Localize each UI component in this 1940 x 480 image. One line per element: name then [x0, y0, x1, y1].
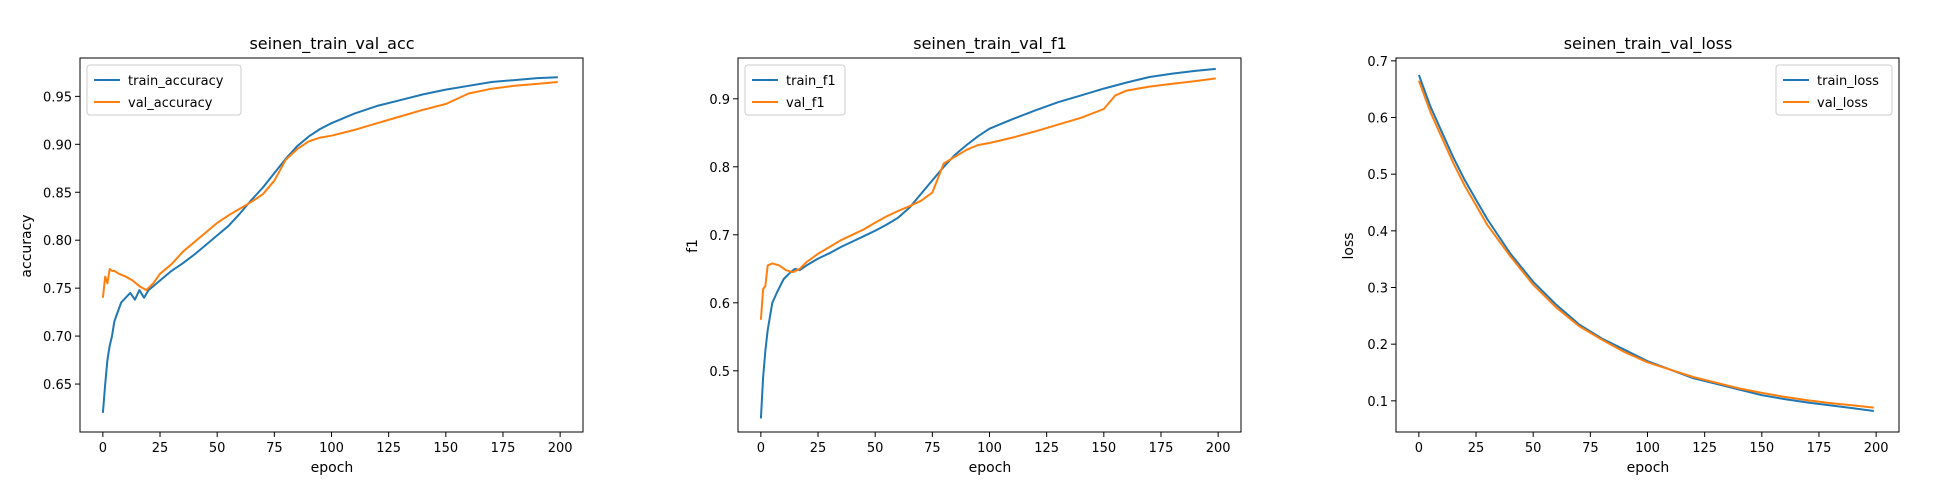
legend-box — [86, 64, 242, 116]
legend-label: val_f1 — [786, 96, 825, 111]
y-tick-label: 0.1 — [1367, 395, 1388, 410]
subplot-loss: seinen_train_val_loss epoch loss 0 25 50 75… — [1341, 34, 1900, 476]
x-tick-label: 25 — [1468, 441, 1485, 456]
legend-label: train_f1 — [786, 74, 836, 89]
x-tick-label: 25 — [810, 441, 827, 456]
y-tick-label: 0.75 — [43, 282, 72, 297]
chart-title: seinen_train_val_loss — [1564, 34, 1733, 54]
x-tick-label: 25 — [152, 441, 169, 456]
x-tick-label: 100 — [319, 441, 344, 456]
x-tick-label: 125 — [376, 441, 401, 456]
y-axis-label: f1 — [685, 239, 701, 253]
subplot-f1: seinen_train_val_f1 epoch f1 0 25 50 75 100 1… — [685, 34, 1242, 476]
legend-label: val_accuracy — [128, 96, 213, 111]
legend-label: train_loss — [1817, 74, 1879, 89]
x-tick-label: 175 — [491, 441, 516, 456]
x-tick-label: 175 — [1149, 441, 1174, 456]
x-tick-label: 100 — [1635, 441, 1660, 456]
x-tick-label: 125 — [1034, 441, 1059, 456]
y-tick-label: 0.5 — [709, 365, 730, 380]
y-tick-label: 0.6 — [709, 297, 730, 312]
x-tick-label: 175 — [1807, 441, 1832, 456]
x-tick-label: 0 — [757, 441, 765, 456]
y-tick-label: 0.6 — [1367, 112, 1388, 127]
y-tick-label: 0.7 — [709, 229, 730, 244]
legend-label: val_loss — [1817, 96, 1868, 111]
y-tick-label: 0.4 — [1367, 225, 1388, 240]
x-tick-label: 75 — [266, 441, 283, 456]
series-line-val_loss — [1417, 80, 1874, 409]
x-axis-label: epoch — [1627, 460, 1670, 476]
y-tick-label: 0.95 — [43, 90, 72, 105]
series-line-train_accuracy — [101, 76, 558, 413]
x-axis-label: epoch — [969, 460, 1012, 476]
x-tick-label: 75 — [1582, 441, 1599, 456]
x-tick-label: 50 — [1525, 441, 1542, 456]
x-tick-label: 150 — [433, 441, 458, 456]
y-tick-label: 0.7 — [1367, 55, 1388, 70]
y-tick-label: 0.85 — [43, 186, 72, 201]
x-tick-label: 100 — [977, 441, 1002, 456]
x-tick-label: 200 — [1206, 441, 1231, 456]
y-tick-label: 0.8 — [709, 161, 730, 176]
y-axis-label: loss — [1341, 232, 1357, 259]
x-tick-label: 150 — [1749, 441, 1774, 456]
y-tick-label: 0.5 — [1367, 168, 1388, 183]
series-line-train_f1 — [759, 67, 1216, 419]
x-tick-label: 200 — [1864, 441, 1889, 456]
subplot-accuracy: seinen_train_val_acc epoch accuracy 0 25 5… — [19, 34, 584, 476]
y-tick-label: 0.65 — [43, 378, 72, 393]
x-tick-label: 50 — [867, 441, 884, 456]
y-tick-label: 0.9 — [709, 93, 730, 108]
y-axis-label: accuracy — [19, 214, 35, 277]
x-tick-label: 0 — [99, 441, 107, 456]
chart-title: seinen_train_val_acc — [249, 34, 414, 54]
x-tick-label: 75 — [924, 441, 941, 456]
x-tick-label: 200 — [548, 441, 573, 456]
y-tick-label: 0.90 — [43, 138, 72, 153]
series-line-val_f1 — [759, 77, 1216, 320]
series-line-train_loss — [1417, 74, 1874, 412]
x-axis-label: epoch — [311, 460, 354, 476]
y-tick-label: 0.70 — [43, 330, 72, 345]
x-tick-label: 0 — [1415, 441, 1423, 456]
x-tick-label: 50 — [209, 441, 226, 456]
y-tick-label: 0.2 — [1367, 338, 1388, 353]
x-tick-label: 125 — [1692, 441, 1717, 456]
y-tick-label: 0.3 — [1367, 282, 1388, 297]
y-tick-label: 0.80 — [43, 234, 72, 249]
series-line-val_accuracy — [101, 81, 558, 298]
chart-title: seinen_train_val_f1 — [913, 34, 1067, 54]
legend-label: train_accuracy — [128, 74, 224, 89]
x-tick-label: 150 — [1091, 441, 1116, 456]
